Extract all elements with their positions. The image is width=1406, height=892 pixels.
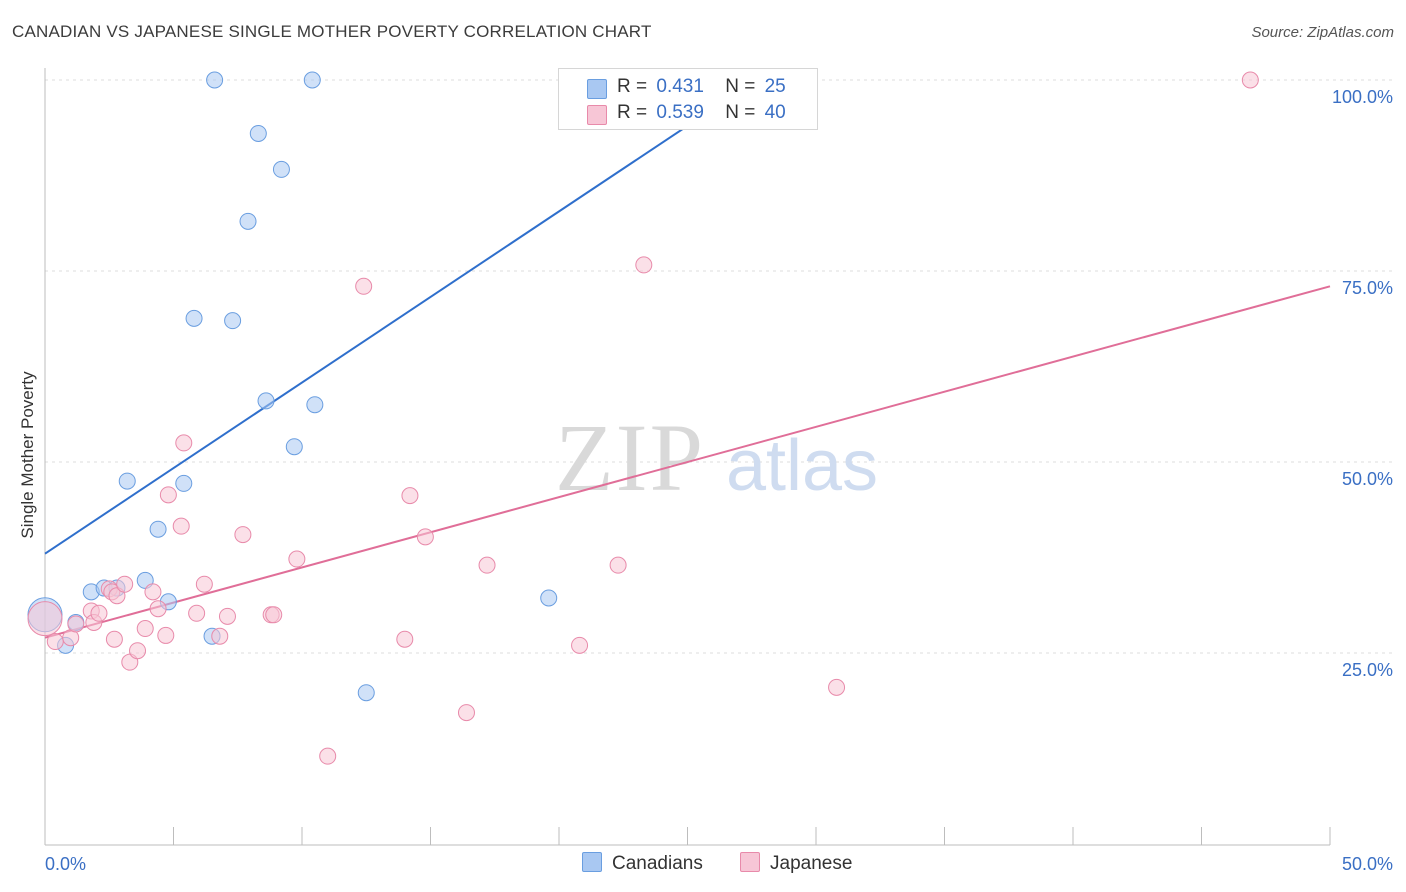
trend-line-japanese — [44, 285, 1331, 639]
data-point-japanese — [218, 607, 236, 625]
trend-line-canadians — [44, 125, 689, 555]
data-point-japanese — [319, 747, 337, 765]
data-point-canadians — [206, 71, 224, 89]
data-point-japanese — [234, 526, 252, 544]
source-credit: Source: ZipAtlas.com — [1251, 24, 1394, 41]
legend-label-canadians: Canadians — [612, 853, 703, 874]
legend-item-japanese[interactable]: Japanese — [740, 852, 852, 875]
tick-labels: 25.0% 50.0% 75.0% 100.0% 0.0% 50.0% — [45, 87, 1393, 874]
data-point-japanese — [416, 528, 434, 546]
data-point-japanese — [635, 256, 653, 274]
data-point-canadians — [285, 438, 303, 456]
data-point-japanese — [27, 601, 63, 637]
data-point-japanese — [172, 517, 190, 535]
data-point-japanese — [175, 434, 193, 452]
data-point-canadians — [175, 474, 193, 492]
legend-n-label: N = — [725, 102, 756, 123]
data-point-japanese — [144, 583, 162, 601]
data-point-canadians — [306, 396, 324, 414]
legend-swatch-japanese — [587, 105, 607, 125]
y-tick-label: 100.0% — [1332, 87, 1393, 107]
data-point-japanese — [609, 556, 627, 574]
data-point-japanese — [116, 575, 134, 593]
y-axis-label: Single Mother Poverty — [18, 371, 37, 539]
data-point-canadians — [149, 520, 167, 538]
data-point-canadians — [272, 160, 290, 178]
data-point-japanese — [195, 575, 213, 593]
legend-n-label: N = — [725, 76, 756, 97]
data-point-japanese — [478, 556, 496, 574]
data-point-japanese — [90, 604, 108, 622]
data-point-japanese — [265, 606, 283, 624]
data-point-japanese — [211, 627, 229, 645]
legend-r-label: R = — [617, 76, 648, 97]
data-point-canadians — [540, 589, 558, 607]
y-tick-label: 25.0% — [1342, 660, 1393, 680]
y-tick-label: 50.0% — [1342, 469, 1393, 489]
data-point-japanese — [136, 620, 154, 638]
watermark-zip: ZIP — [555, 404, 705, 511]
data-point-japanese — [149, 600, 167, 618]
data-point-canadians — [239, 212, 257, 230]
data-point-canadians — [224, 312, 242, 330]
axes — [44, 68, 1331, 846]
data-point-japanese — [129, 642, 147, 660]
data-point-japanese — [571, 636, 589, 654]
data-point-japanese — [46, 633, 64, 651]
legend-item-canadians[interactable]: Canadians — [582, 852, 703, 875]
stats-legend: R = 0.431 N = 25 R = 0.539 N = 40 — [558, 68, 818, 130]
data-point-japanese — [396, 630, 414, 648]
data-point-japanese — [828, 678, 846, 696]
legend-label-japanese: Japanese — [770, 853, 853, 874]
legend-swatch-japanese — [740, 852, 760, 872]
data-point-canadians — [357, 684, 375, 702]
data-point-japanese — [105, 630, 123, 648]
data-point-canadians — [303, 71, 321, 89]
data-point-japanese — [457, 704, 475, 722]
data-point-japanese — [67, 615, 85, 633]
watermark: ZIP atlas — [555, 404, 878, 511]
watermark-atlas: atlas — [726, 426, 878, 506]
legend-n-value: 25 — [764, 76, 786, 97]
data-point-japanese — [288, 550, 306, 568]
grid-lines — [45, 79, 1392, 654]
chart-title: CANADIAN VS JAPANESE SINGLE MOTHER POVER… — [12, 22, 652, 41]
x-tick-label: 0.0% — [45, 854, 86, 874]
legend-n-value: 40 — [764, 102, 786, 123]
legend-r-value: 0.431 — [656, 76, 704, 97]
data-point-japanese — [188, 604, 206, 622]
data-point-japanese — [401, 487, 419, 505]
x-tick-label: 50.0% — [1342, 854, 1393, 874]
data-point-canadians — [118, 472, 136, 490]
data-point-canadians — [185, 309, 203, 327]
data-points — [27, 71, 1259, 765]
data-point-canadians — [249, 124, 267, 142]
trend-lines — [44, 125, 1331, 639]
data-point-japanese — [157, 626, 175, 644]
legend-r-value: 0.539 — [656, 102, 704, 123]
y-tick-label: 75.0% — [1342, 278, 1393, 298]
data-point-japanese — [355, 277, 373, 295]
data-point-japanese — [1241, 71, 1259, 89]
legend-swatch-canadians — [587, 79, 607, 99]
data-point-canadians — [257, 392, 275, 410]
legend-r-label: R = — [617, 102, 648, 123]
legend-swatch-canadians — [582, 852, 602, 872]
data-point-japanese — [159, 486, 177, 504]
